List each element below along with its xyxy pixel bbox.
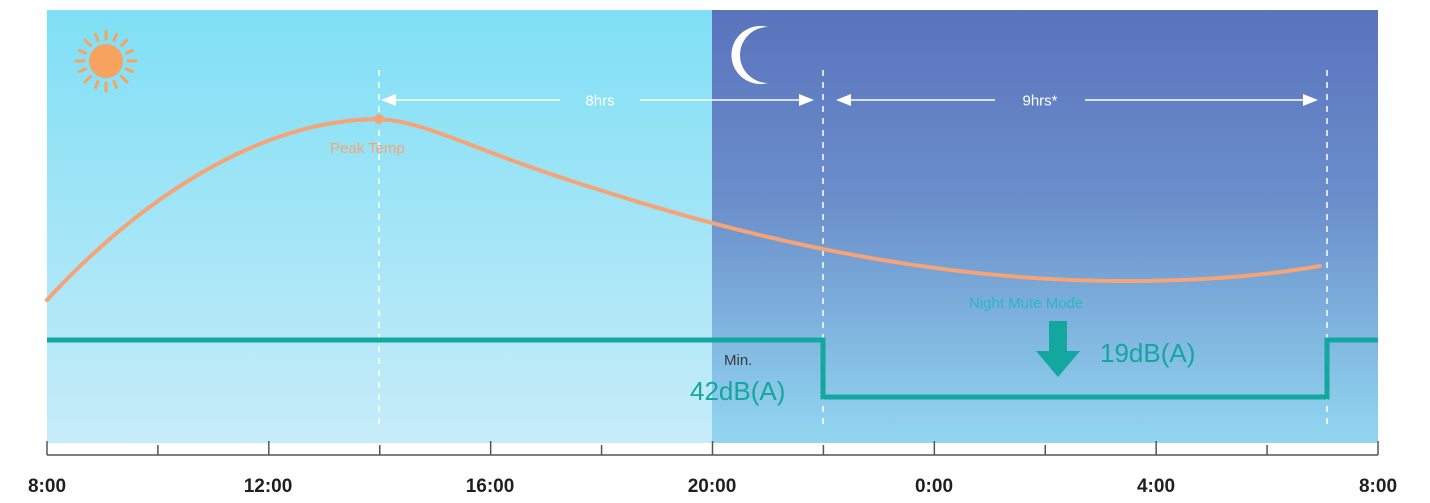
day-db-value: 42dB(A): [690, 376, 786, 406]
temperature-curve: [45, 116, 1322, 302]
tick-label-0800-start: 8:00: [27, 476, 67, 497]
arrow-9hrs-left-head: [836, 94, 851, 106]
noise-level-line: [47, 337, 1378, 400]
arrow-8hrs-left-head: [381, 94, 396, 106]
duration-arrows: [381, 94, 1318, 106]
peak-temp-marker: [374, 114, 384, 124]
night-background: [712, 10, 1378, 443]
min-label: Min.: [724, 352, 753, 369]
tick-label-0800-end: 8:00: [1358, 476, 1398, 497]
duration-label-8hrs: 8hrs: [585, 92, 615, 110]
tick-label-0400: 4:00: [1136, 476, 1176, 497]
sun-icon: [74, 29, 138, 93]
tick-label-1600: 16:00: [465, 476, 515, 497]
arrow-8hrs-right-head: [799, 94, 814, 106]
time-axis: [46, 441, 1379, 456]
arrow-9hrs-right-head: [1303, 94, 1318, 106]
night-db-value: 19dB(A): [1100, 338, 1196, 368]
arrow-down-icon: [1036, 321, 1080, 377]
duration-label-9hrs: 9hrs*: [1022, 92, 1058, 110]
tick-label-0000: 0:00: [914, 476, 954, 497]
night-mute-mode-label: Night Mute Mode: [969, 295, 1084, 312]
tick-label-2000: 20:00: [687, 476, 737, 497]
moon-icon: [731, 25, 768, 85]
tick-label-1200: 12:00: [243, 476, 293, 497]
peak-temp-label: Peak Temp: [330, 140, 405, 157]
